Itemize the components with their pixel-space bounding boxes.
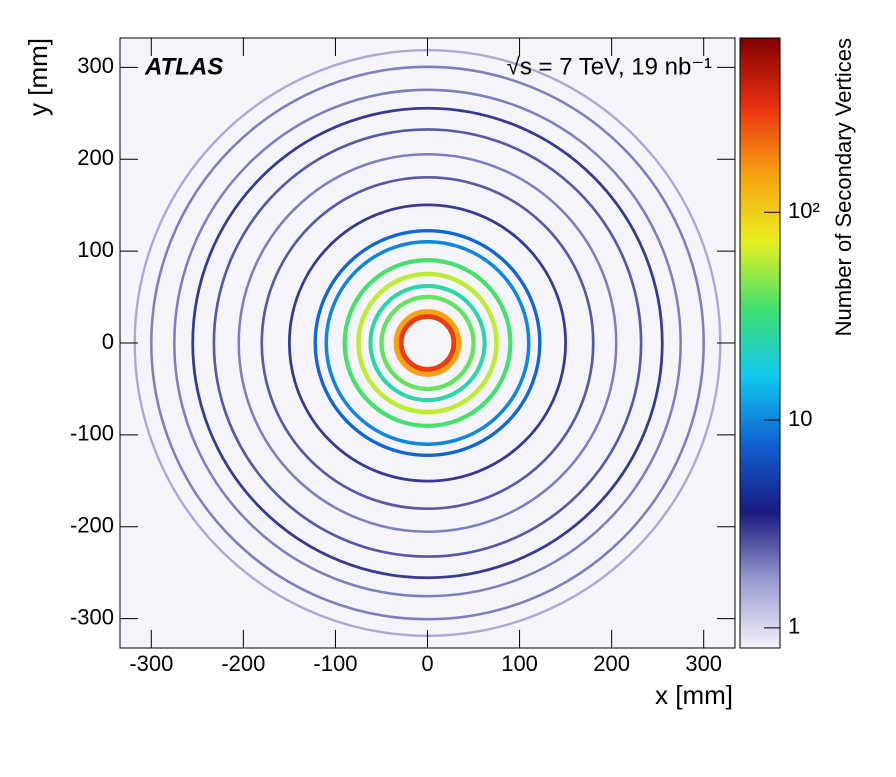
y-tick-label: -200 bbox=[70, 513, 114, 538]
atlas-label: ATLAS bbox=[144, 53, 223, 80]
x-tick-label: 200 bbox=[593, 651, 630, 676]
ring bbox=[342, 258, 513, 428]
ring bbox=[237, 152, 618, 534]
x-tick-label: -200 bbox=[221, 651, 265, 676]
rings bbox=[133, 49, 722, 637]
y-tick-label: 100 bbox=[77, 237, 114, 262]
y-tick-label: -100 bbox=[70, 421, 114, 446]
ring bbox=[212, 128, 643, 558]
ring bbox=[173, 88, 682, 598]
energy-label: √s = 7 TeV, 19 nb⁻¹ bbox=[507, 53, 712, 80]
z-tick-label: 1 bbox=[788, 614, 800, 639]
x-tick-label: 0 bbox=[421, 651, 433, 676]
ring bbox=[356, 271, 499, 415]
ring bbox=[379, 294, 476, 392]
colorbar-title: Number of Secondary Vertices bbox=[831, 38, 856, 336]
plot-background bbox=[120, 38, 735, 648]
z-tick-label: 10² bbox=[788, 198, 820, 223]
y-tick-label: -300 bbox=[70, 604, 114, 629]
x-tick-label: -100 bbox=[313, 651, 357, 676]
ring bbox=[398, 313, 457, 373]
x-tick-label: -300 bbox=[129, 651, 173, 676]
ring bbox=[393, 309, 462, 377]
y-axis-title: y [mm] bbox=[23, 38, 53, 116]
ring bbox=[288, 203, 567, 483]
x-axis-title: x [mm] bbox=[655, 680, 733, 710]
z-tick-label: 10 bbox=[788, 406, 812, 431]
y-tick-label: 300 bbox=[77, 53, 114, 78]
colorbar bbox=[739, 37, 781, 649]
ring bbox=[191, 106, 664, 580]
y-tick-label: 200 bbox=[77, 145, 114, 170]
ring bbox=[324, 239, 531, 447]
y-tick-label: 0 bbox=[102, 329, 114, 354]
ring bbox=[313, 228, 542, 458]
ring bbox=[368, 283, 487, 403]
x-tick-label: 100 bbox=[501, 651, 538, 676]
x-tick-label: 300 bbox=[685, 651, 722, 676]
ring bbox=[150, 65, 705, 621]
ring bbox=[260, 175, 595, 511]
